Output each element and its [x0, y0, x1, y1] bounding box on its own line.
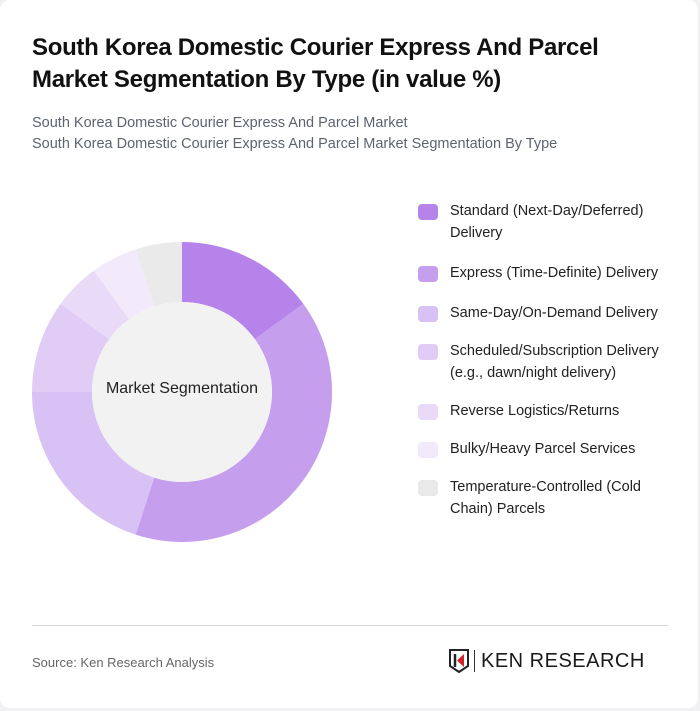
legend-label: Reverse Logistics/Returns: [450, 403, 620, 419]
donut-slice[interactable]: [60, 270, 130, 340]
donut-slice[interactable]: [32, 303, 110, 392]
legend-item[interactable]: Standard (Next-Day/Deferred) Delivery: [418, 200, 678, 244]
logo-separator: [474, 650, 475, 672]
legend-label: Bulky/Heavy Parcel Services: [450, 441, 636, 457]
ken-research-logo: KEN RESEARCH: [448, 648, 645, 674]
legend-swatch: [418, 404, 438, 420]
footer-divider: [32, 625, 668, 626]
donut-slice[interactable]: [135, 303, 332, 542]
donut-chart: [32, 242, 332, 542]
legend-item[interactable]: Reverse Logistics/Returns: [418, 400, 678, 422]
legend-swatch: [418, 204, 438, 220]
legend-item[interactable]: Express (Time-Definite) Delivery: [418, 262, 678, 284]
legend-label: Express (Time-Definite) Delivery: [450, 265, 659, 281]
legend-swatch: [418, 266, 438, 282]
logo-text: KEN RESEARCH: [481, 649, 645, 672]
ken-research-logo-icon: [449, 649, 469, 674]
source-note: Source: Ken Research Analysis: [32, 655, 215, 670]
legend-swatch: [418, 306, 438, 322]
legend-item[interactable]: Bulky/Heavy Parcel Services: [418, 438, 678, 460]
chart-title: South Korea Domestic Courier Express And…: [32, 34, 599, 93]
subtitle-line-1: South Korea Domestic Courier Express And…: [32, 115, 408, 131]
donut-slice[interactable]: [93, 249, 155, 320]
donut-slice[interactable]: [32, 392, 155, 535]
legend-swatch: [418, 442, 438, 458]
donut-slice[interactable]: [182, 242, 304, 340]
legend-swatch: [418, 344, 438, 360]
legend-item[interactable]: Scheduled/Subscription Delivery (e.g., d…: [418, 340, 678, 384]
legend-item[interactable]: Same-Day/On-Demand Delivery: [418, 302, 678, 324]
legend-label: Standard (Next-Day/Deferred) Delivery: [450, 203, 644, 241]
donut-center-label: Market Segmentation: [105, 380, 259, 397]
chart-subtitle: South Korea Domestic Courier Express And…: [32, 113, 557, 155]
chart-legend: Standard (Next-Day/Deferred) Delivery Exp…: [418, 200, 678, 520]
legend-item[interactable]: Temperature-Controlled (Cold Chain) Parc…: [418, 476, 678, 520]
subtitle-line-2: South Korea Domestic Courier Express And…: [32, 136, 558, 152]
donut-hole: [92, 302, 272, 482]
legend-label: Scheduled/Subscription Delivery (e.g., d…: [450, 343, 659, 381]
legend-swatch: [418, 480, 438, 496]
legend-label: Temperature-Controlled (Cold Chain) Parc…: [450, 479, 641, 517]
donut-slice[interactable]: [135, 242, 182, 307]
legend-label: Same-Day/On-Demand Delivery: [450, 305, 658, 321]
